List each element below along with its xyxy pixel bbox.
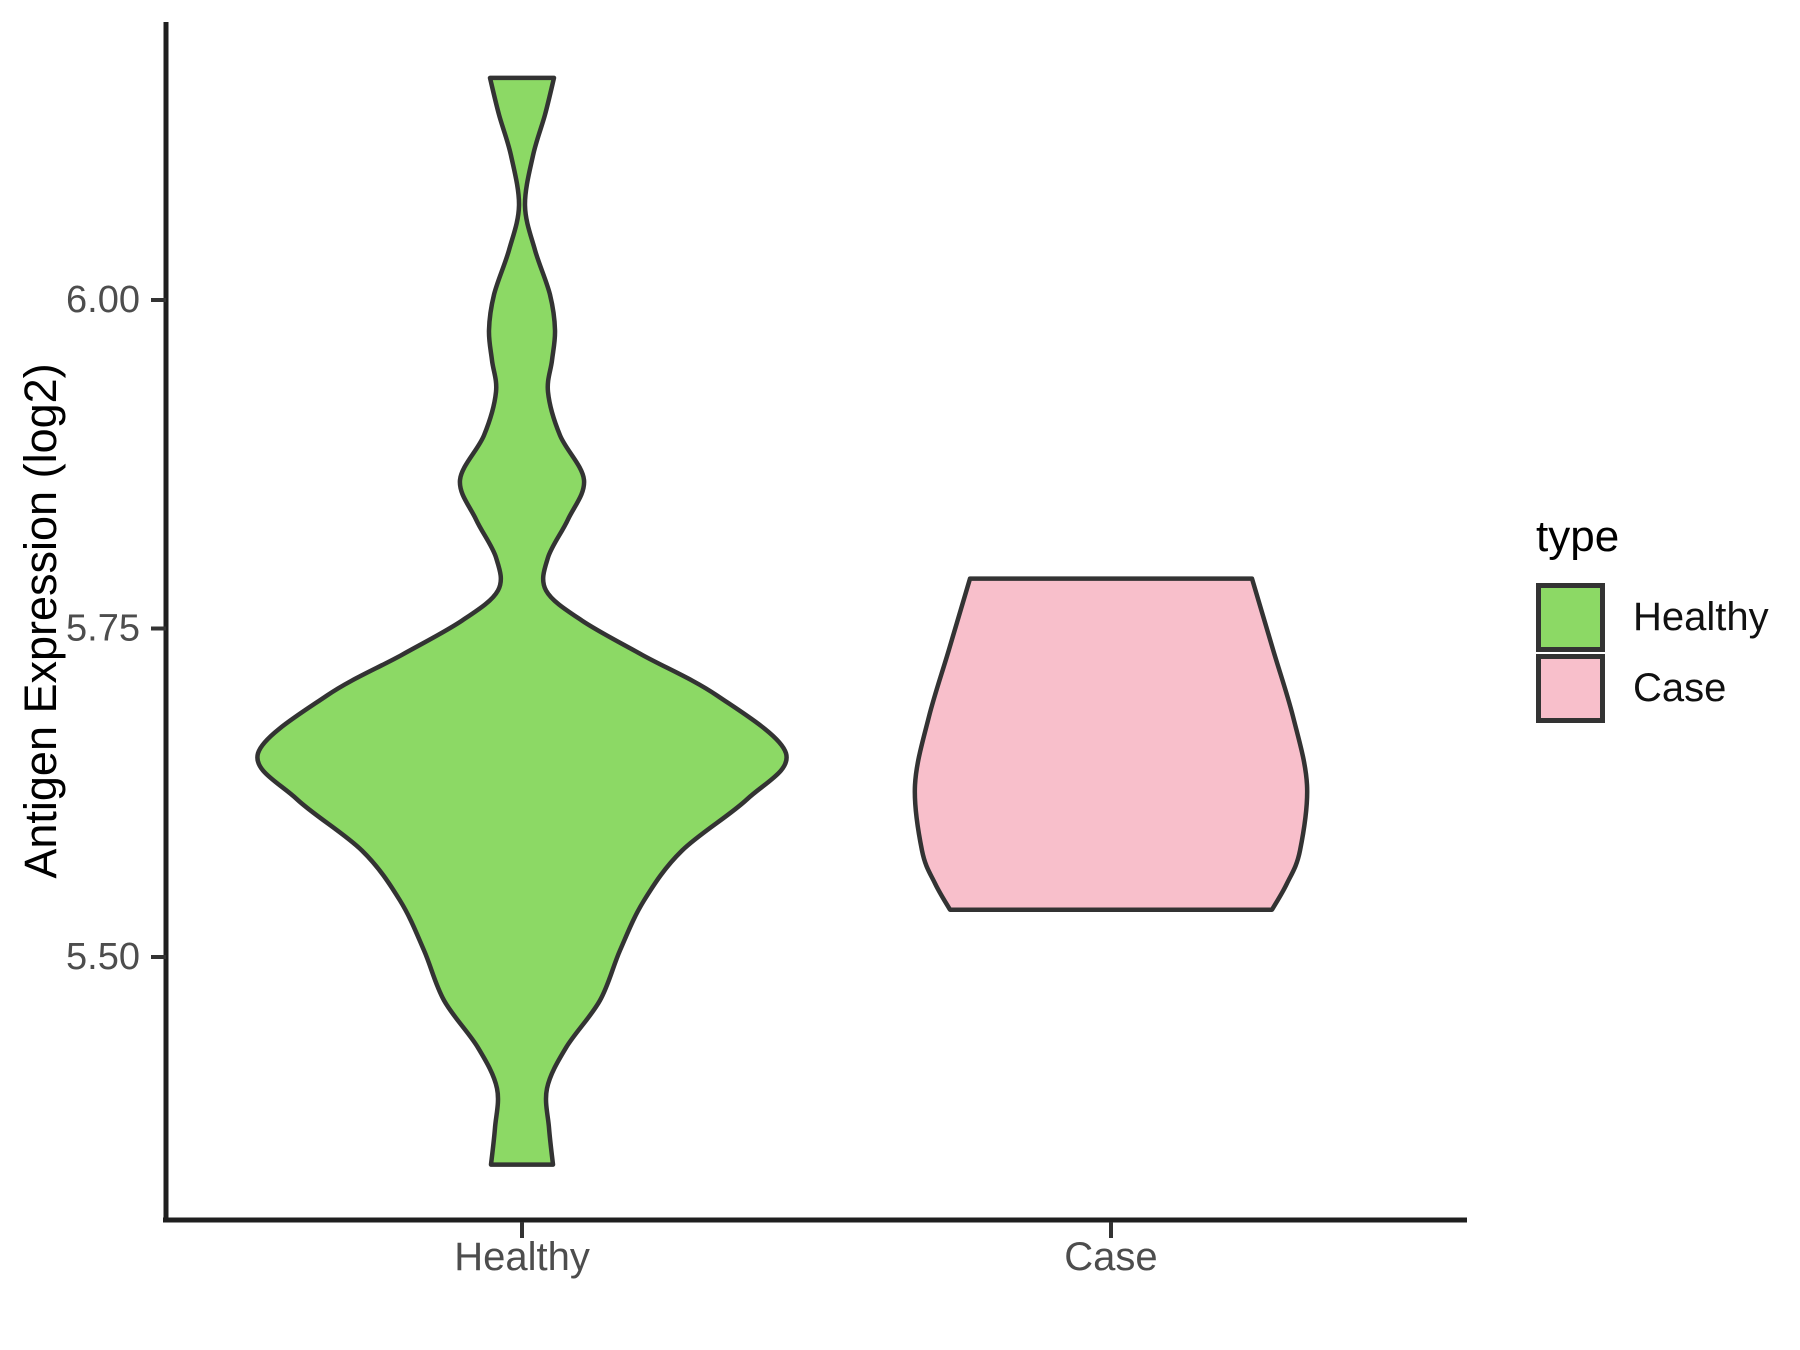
y-axis-title: Antigen Expression (log2) [15,363,66,878]
legend-label-case: Case [1633,665,1727,710]
legend-label-healthy: Healthy [1633,594,1769,639]
legend-swatch-case [1536,653,1605,723]
legend-title: type [1536,512,1620,561]
x-category-label-case: Case [1064,1235,1157,1279]
violin-healthy [255,75,789,1167]
y-tick-label-5.50: 5.50 [66,936,140,978]
legend-key-healthy: Healthy [1536,582,1769,652]
y-tick-label-6.00: 6.00 [66,279,140,321]
legend-swatch-healthy [1536,582,1605,652]
legend-key-case: Case [1536,653,1769,723]
legend: type Healthy Case [1536,512,1769,725]
x-category-label-healthy: Healthy [454,1235,590,1279]
violin-case [912,576,1310,912]
y-tick-label-5.75: 5.75 [66,608,140,650]
